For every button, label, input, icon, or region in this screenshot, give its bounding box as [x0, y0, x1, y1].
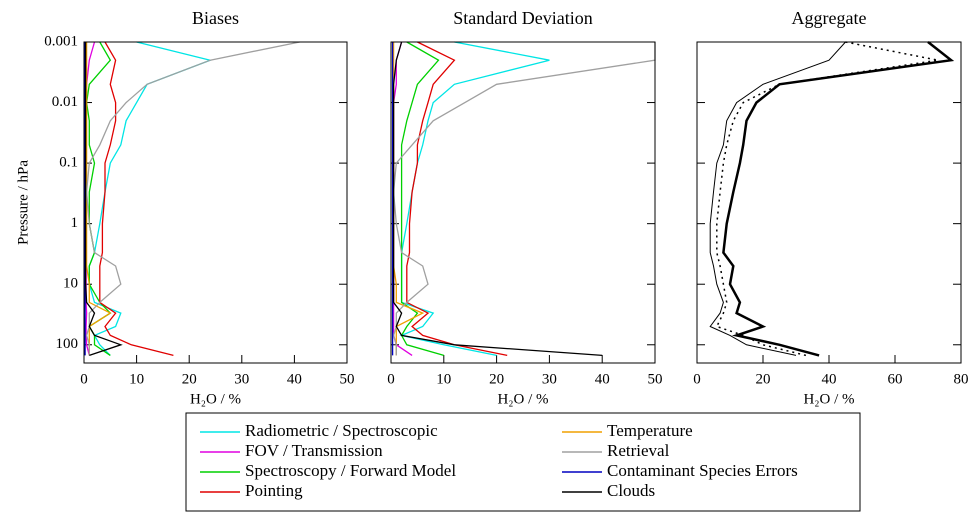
profile-line	[399, 41, 550, 357]
x-tick-label: 20	[182, 371, 197, 387]
legend-label: Contaminant Species Errors	[607, 461, 798, 480]
y-axis-label: Pressure / hPa	[15, 160, 31, 245]
x-tick-label: 40	[287, 371, 302, 387]
legend-label: Temperature	[607, 421, 693, 440]
x-tick-label: 10	[436, 371, 451, 387]
x-tick-label: 60	[888, 371, 903, 387]
panel-title: Aggregate	[792, 8, 867, 28]
profile-line	[392, 42, 656, 356]
profile-line	[85, 41, 300, 356]
profile-line	[392, 41, 603, 357]
panel-title: Biases	[192, 8, 239, 28]
x-tick-label: 10	[129, 371, 144, 387]
x-tick-label: 40	[822, 371, 837, 387]
profile-line	[84, 42, 123, 357]
legend-label: Clouds	[607, 481, 655, 500]
profile-line	[85, 42, 112, 356]
panel-title: Standard Deviation	[453, 8, 592, 28]
x-axis-label: H₂O / %	[803, 391, 854, 407]
x-tick-label: 40	[595, 371, 610, 387]
x-tick-label: 30	[234, 371, 249, 387]
profile-line	[722, 41, 955, 357]
legend-label: Radiometric / Spectroscopic	[245, 421, 438, 440]
y-tick-label: 0.1	[59, 155, 78, 171]
profile-line	[99, 41, 174, 357]
plot-frame	[83, 41, 348, 364]
plot-frame	[390, 41, 656, 364]
x-tick-label: 50	[648, 371, 663, 387]
profile-line	[715, 41, 939, 357]
plot-frame	[696, 41, 962, 364]
x-tick-label: 80	[954, 371, 969, 387]
x-axis-label: H₂O / %	[497, 391, 548, 407]
legend-label: Spectroscopy / Forward Model	[245, 461, 456, 480]
x-tick-label: 20	[756, 371, 771, 387]
legend-label: Retrieval	[607, 441, 670, 460]
profile-line	[406, 41, 508, 357]
x-tick-label: 50	[340, 371, 355, 387]
y-tick-label: 0.001	[44, 33, 78, 49]
profile-line	[709, 41, 846, 356]
x-tick-label: 0	[387, 371, 395, 387]
profile-line	[400, 41, 444, 357]
profile-line	[88, 41, 213, 356]
y-tick-label: 100	[56, 336, 79, 352]
x-tick-label: 0	[693, 371, 701, 387]
legend-box	[185, 412, 861, 512]
x-axis-label: H₂O / %	[190, 391, 241, 407]
y-tick-label: 1	[71, 215, 79, 231]
x-tick-label: 0	[80, 371, 88, 387]
x-tick-label: 30	[542, 371, 557, 387]
legend-label: FOV / Transmission	[245, 441, 383, 460]
y-tick-label: 10	[63, 276, 78, 292]
profile-line	[85, 41, 112, 356]
x-tick-label: 20	[489, 371, 504, 387]
y-tick-label: 0.01	[52, 94, 78, 110]
legend-label: Pointing	[245, 481, 303, 500]
